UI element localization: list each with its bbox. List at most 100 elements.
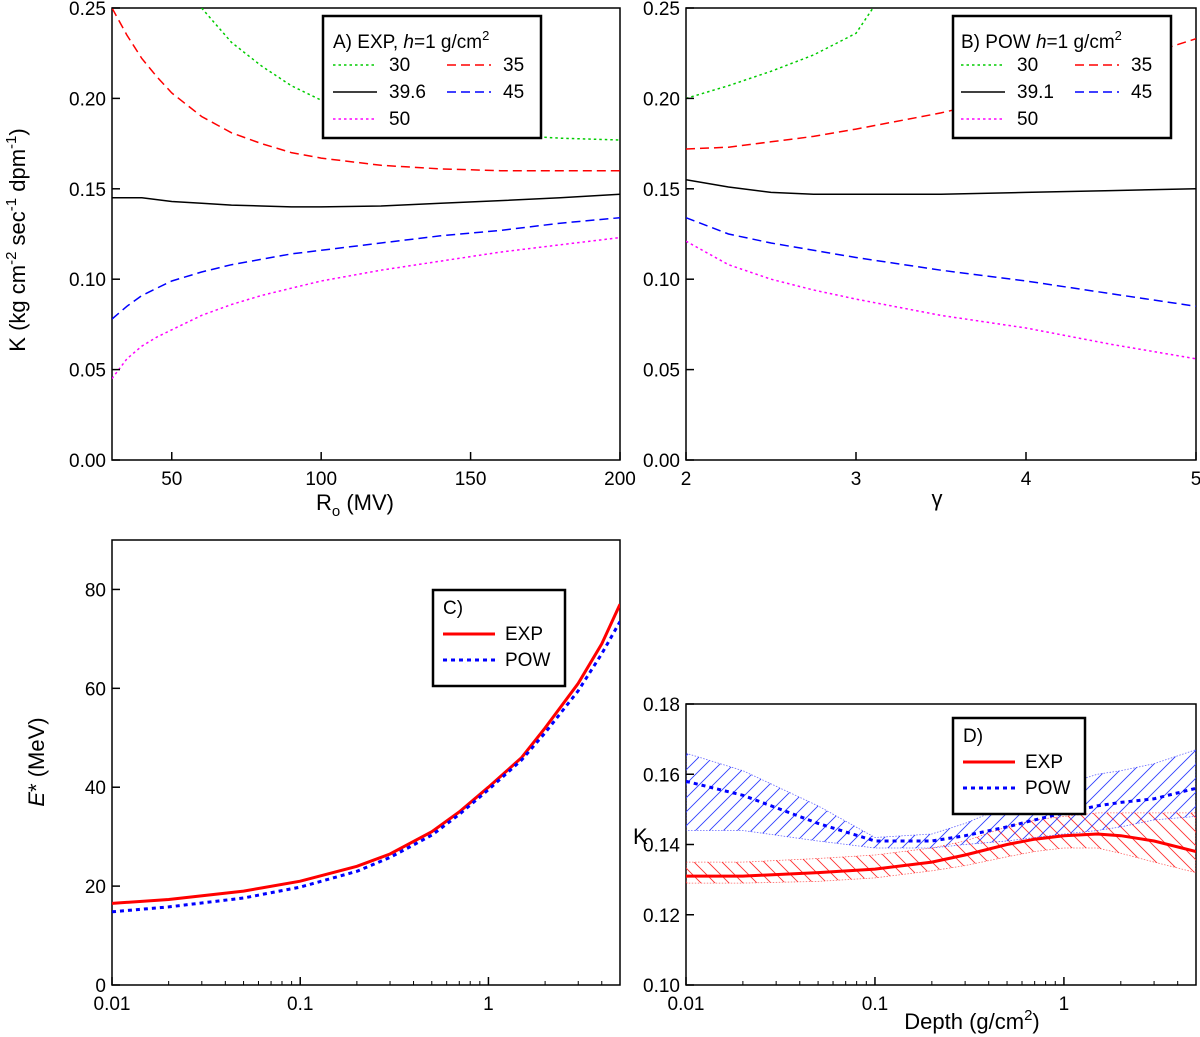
series-line-39-1 xyxy=(686,179,1196,195)
series-line-35 xyxy=(686,37,1196,150)
y-tick-label: 0.20 xyxy=(69,89,106,110)
legend-label: POW xyxy=(1025,778,1070,799)
y-tick-label: 0.14 xyxy=(643,836,680,857)
panel-c-legend-entries: EXP POW xyxy=(443,624,550,671)
panel-d-legend-box xyxy=(951,716,1087,816)
x-tick-label: 200 xyxy=(604,469,636,490)
x-tick-label: 1 xyxy=(1059,994,1070,1015)
x-tick-label: 2 xyxy=(681,469,692,490)
panel-d-xticks: 0.01 0.1 1 xyxy=(668,977,1197,1015)
panel-a-x-axis-label: Ro (MV) xyxy=(316,490,394,520)
panel-a-legend: A) EXP, h=1 g/cm2 30 35 39.6 45 50 xyxy=(321,14,543,140)
x-tick-label: 1 xyxy=(483,994,494,1015)
panel-b-yticks: 0.00 0.05 0.10 0.15 0.20 0.25 xyxy=(643,0,694,472)
panel-c: 0.01 0.1 1 0 20 40 60 80 E* (MeV) C) EXP POW xyxy=(24,539,621,1015)
panel-a-plot-frame xyxy=(111,7,621,461)
y-tick-label: 0.12 xyxy=(643,906,680,927)
y-tick-label: 0.15 xyxy=(643,180,680,201)
x-tick-label: 4 xyxy=(1021,469,1032,490)
panel-a-legend-box xyxy=(321,14,543,140)
y-tick-label: 20 xyxy=(85,877,106,898)
legend-label: POW xyxy=(505,650,550,671)
panel-d-legend-entries: EXP POW xyxy=(963,752,1070,799)
panel-d: 0.01 0.1 1 0.10 0.12 0.14 0.16 0.18 Depth (g/c… xyxy=(633,695,1197,1034)
y-tick-label: 0.10 xyxy=(69,270,106,291)
y-tick-label: 0.10 xyxy=(643,270,680,291)
series-line-39-6 xyxy=(112,193,620,208)
x-tick-label: 5 xyxy=(1191,469,1200,490)
x-tick-label: 0.01 xyxy=(94,994,131,1015)
series-line-50 xyxy=(686,240,1196,360)
x-tick-label: 0.1 xyxy=(862,994,888,1015)
y-tick-label: 0.05 xyxy=(69,361,106,382)
x-tick-label: 3 xyxy=(851,469,862,490)
legend-label: EXP xyxy=(505,624,543,645)
y-tick-label: 0.20 xyxy=(643,89,680,110)
legend-label: EXP xyxy=(1025,752,1063,773)
panel-a: 50 100 150 200 0.00 0.05 0.10 0.15 0.20 0.25 Ro … xyxy=(3,0,636,520)
panel-d-legend: D) EXP POW xyxy=(951,716,1087,816)
x-tick-label: 100 xyxy=(305,469,337,490)
panel-b-plot-frame xyxy=(685,7,1197,461)
legend-label: 39.6 xyxy=(389,82,426,103)
panel-c-yticks: 0 20 40 60 80 xyxy=(85,580,120,997)
panel-c-y-axis-label: E* (MeV) xyxy=(24,717,49,806)
panel-b-legend: B) POW h=1 g/cm2 30 35 39.1 45 50 xyxy=(951,14,1173,140)
series-line-pow xyxy=(112,620,620,914)
y-tick-label: 0 xyxy=(95,976,106,997)
panel-b-legend-entries: 30 35 39.1 45 50 xyxy=(961,55,1152,130)
panel-d-curves xyxy=(686,779,1196,878)
y-tick-label: 0.00 xyxy=(643,451,680,472)
legend-label: 45 xyxy=(1131,82,1152,103)
legend-label: 50 xyxy=(389,109,410,130)
panel-b-legend-box xyxy=(951,14,1173,140)
y-tick-label: 0.25 xyxy=(69,0,106,20)
panel-c-legend-box xyxy=(431,588,567,688)
y-tick-label: 0.00 xyxy=(69,451,106,472)
panel-c-curves xyxy=(112,603,620,914)
y-tick-label: 0.16 xyxy=(643,765,680,786)
panel-a-legend-entries: 30 35 39.6 45 50 xyxy=(333,55,524,130)
panel-d-y-axis-label: K xyxy=(633,824,648,849)
legend-label: 39.1 xyxy=(1017,82,1054,103)
series-line-pow xyxy=(686,779,1196,843)
x-tick-label: 0.01 xyxy=(668,994,705,1015)
band-pow xyxy=(686,749,1196,849)
panel-c-legend-title: C) xyxy=(443,598,463,619)
x-tick-label: 50 xyxy=(161,469,182,490)
panel-c-legend: C) EXP POW xyxy=(431,588,567,688)
series-line-45 xyxy=(112,216,620,320)
panel-a-xticks: 50 100 150 200 xyxy=(161,452,636,490)
panel-a-yticks: 0.00 0.05 0.10 0.15 0.20 0.25 xyxy=(69,0,120,472)
x-tick-label: 0.1 xyxy=(287,994,313,1015)
panel-b-x-axis-label: γ xyxy=(932,486,943,511)
panel-b-curves xyxy=(686,8,1196,360)
series-line-exp xyxy=(112,603,620,905)
series-line-30 xyxy=(686,8,874,100)
y-tick-label: 80 xyxy=(85,580,106,601)
y-tick-label: 40 xyxy=(85,778,106,799)
panel-d-x-axis-label: Depth (g/cm2) xyxy=(904,1007,1040,1034)
panel-d-yticks: 0.10 0.12 0.14 0.16 0.18 xyxy=(643,695,694,997)
y-tick-label: 60 xyxy=(85,679,106,700)
panel-b-xticks: 2 3 4 5 xyxy=(681,452,1200,490)
y-tick-label: 0.18 xyxy=(643,695,680,716)
legend-label: 30 xyxy=(1017,55,1038,76)
series-line-exp xyxy=(686,832,1196,878)
panel-c-xticks: 0.01 0.1 1 xyxy=(94,977,621,1015)
y-tick-label: 0.25 xyxy=(643,0,680,20)
panel-d-bands xyxy=(686,749,1196,884)
legend-label: 45 xyxy=(503,82,524,103)
panel-d-legend-title: D) xyxy=(963,726,983,747)
series-line-50 xyxy=(112,236,620,380)
x-tick-label: 150 xyxy=(455,469,487,490)
legend-label: 50 xyxy=(1017,109,1038,130)
legend-label: 35 xyxy=(503,55,524,76)
panel-c-plot-frame xyxy=(111,539,621,986)
y-tick-label: 0.05 xyxy=(643,361,680,382)
panel-a-legend-title: A) EXP, h=1 g/cm2 xyxy=(333,28,489,53)
panel-a-y-axis-label: K (kg cm-2 sec-1 dpm-1) xyxy=(3,128,30,351)
legend-label: 35 xyxy=(1131,55,1152,76)
